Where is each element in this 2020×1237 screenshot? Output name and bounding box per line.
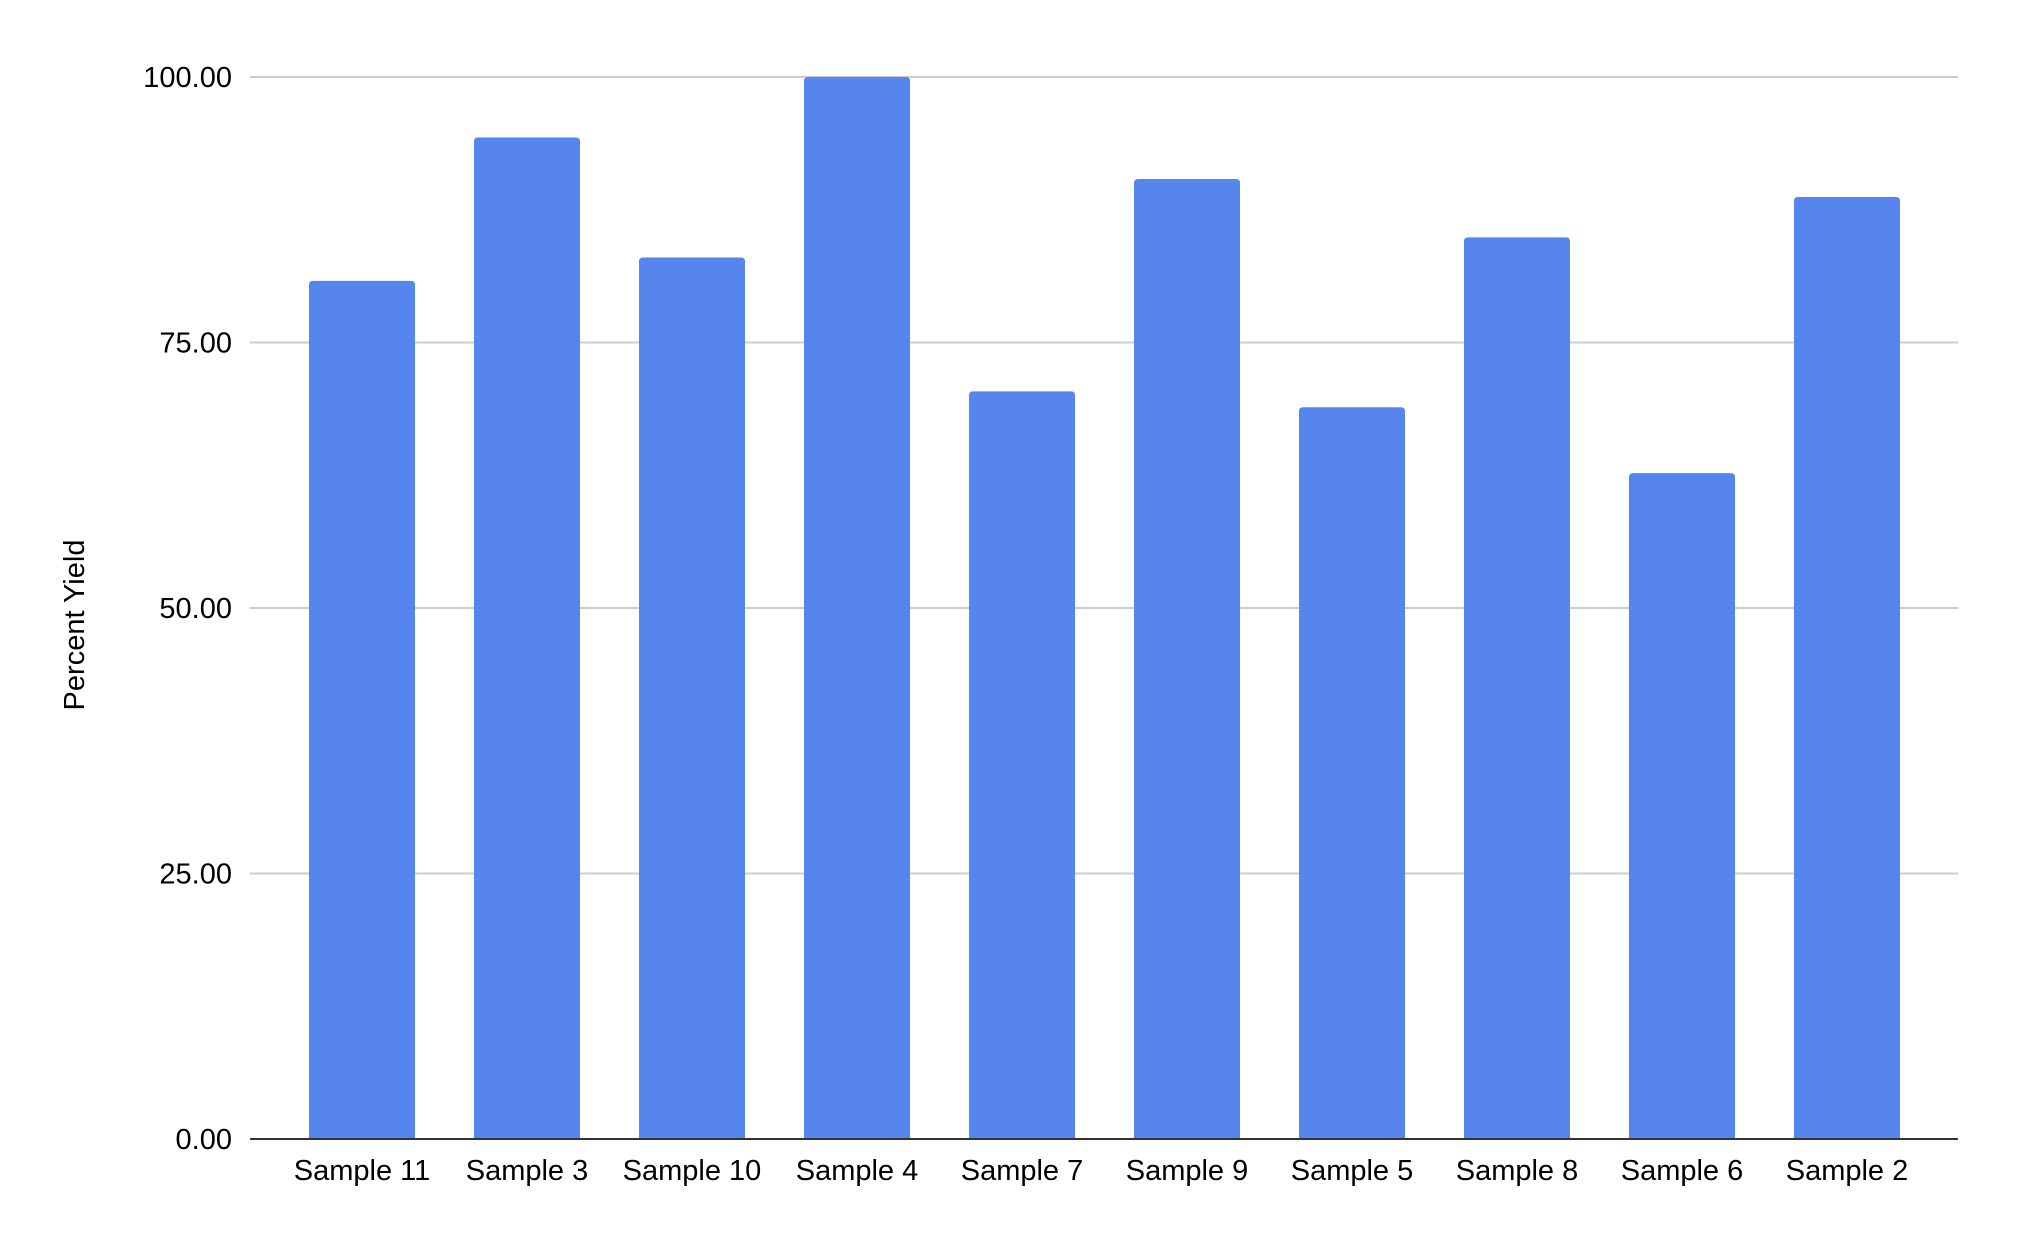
bar-sample-5 [1299,407,1405,1140]
x-tick-label: Sample 2 [1786,1155,1909,1187]
x-tick-label: Sample 8 [1456,1155,1579,1187]
x-tick-label: Sample 4 [796,1155,919,1187]
y-axis-title: Percent Yield [59,540,91,711]
y-tick-label: 75.00 [159,328,232,360]
y-tick-label: 25.00 [159,859,232,891]
x-tick-label: Sample 6 [1621,1155,1744,1187]
bar-sample-11 [309,280,415,1139]
bar-sample-10 [639,257,745,1139]
bar-sample-8 [1464,237,1570,1139]
x-tick-label: Sample 9 [1126,1155,1249,1187]
x-tick-label: Sample 7 [961,1155,1084,1187]
bar-sample-2 [1794,197,1900,1140]
x-tick-label: Sample 10 [623,1155,762,1187]
y-tick-label: 100.00 [143,62,232,94]
bar-sample-9 [1134,178,1240,1139]
bar-sample-3 [474,137,580,1139]
bar-sample-6 [1629,473,1735,1140]
x-tick-label: Sample 3 [466,1155,589,1187]
bar-sample-4 [804,77,910,1139]
y-tick-label: 50.00 [159,593,232,625]
y-tick-labels: 0.00 25.00 50.00 75.00 100.00 [143,62,232,1156]
x-tick-label: Sample 5 [1291,1155,1414,1187]
x-tick-labels: Sample 11 Sample 3 Sample 10 Sample 4 Sample… [294,1155,1909,1187]
y-tick-label: 0.00 [176,1124,232,1156]
bars [309,77,1900,1140]
x-tick-label: Sample 11 [294,1155,431,1187]
bar-sample-7 [969,391,1075,1139]
